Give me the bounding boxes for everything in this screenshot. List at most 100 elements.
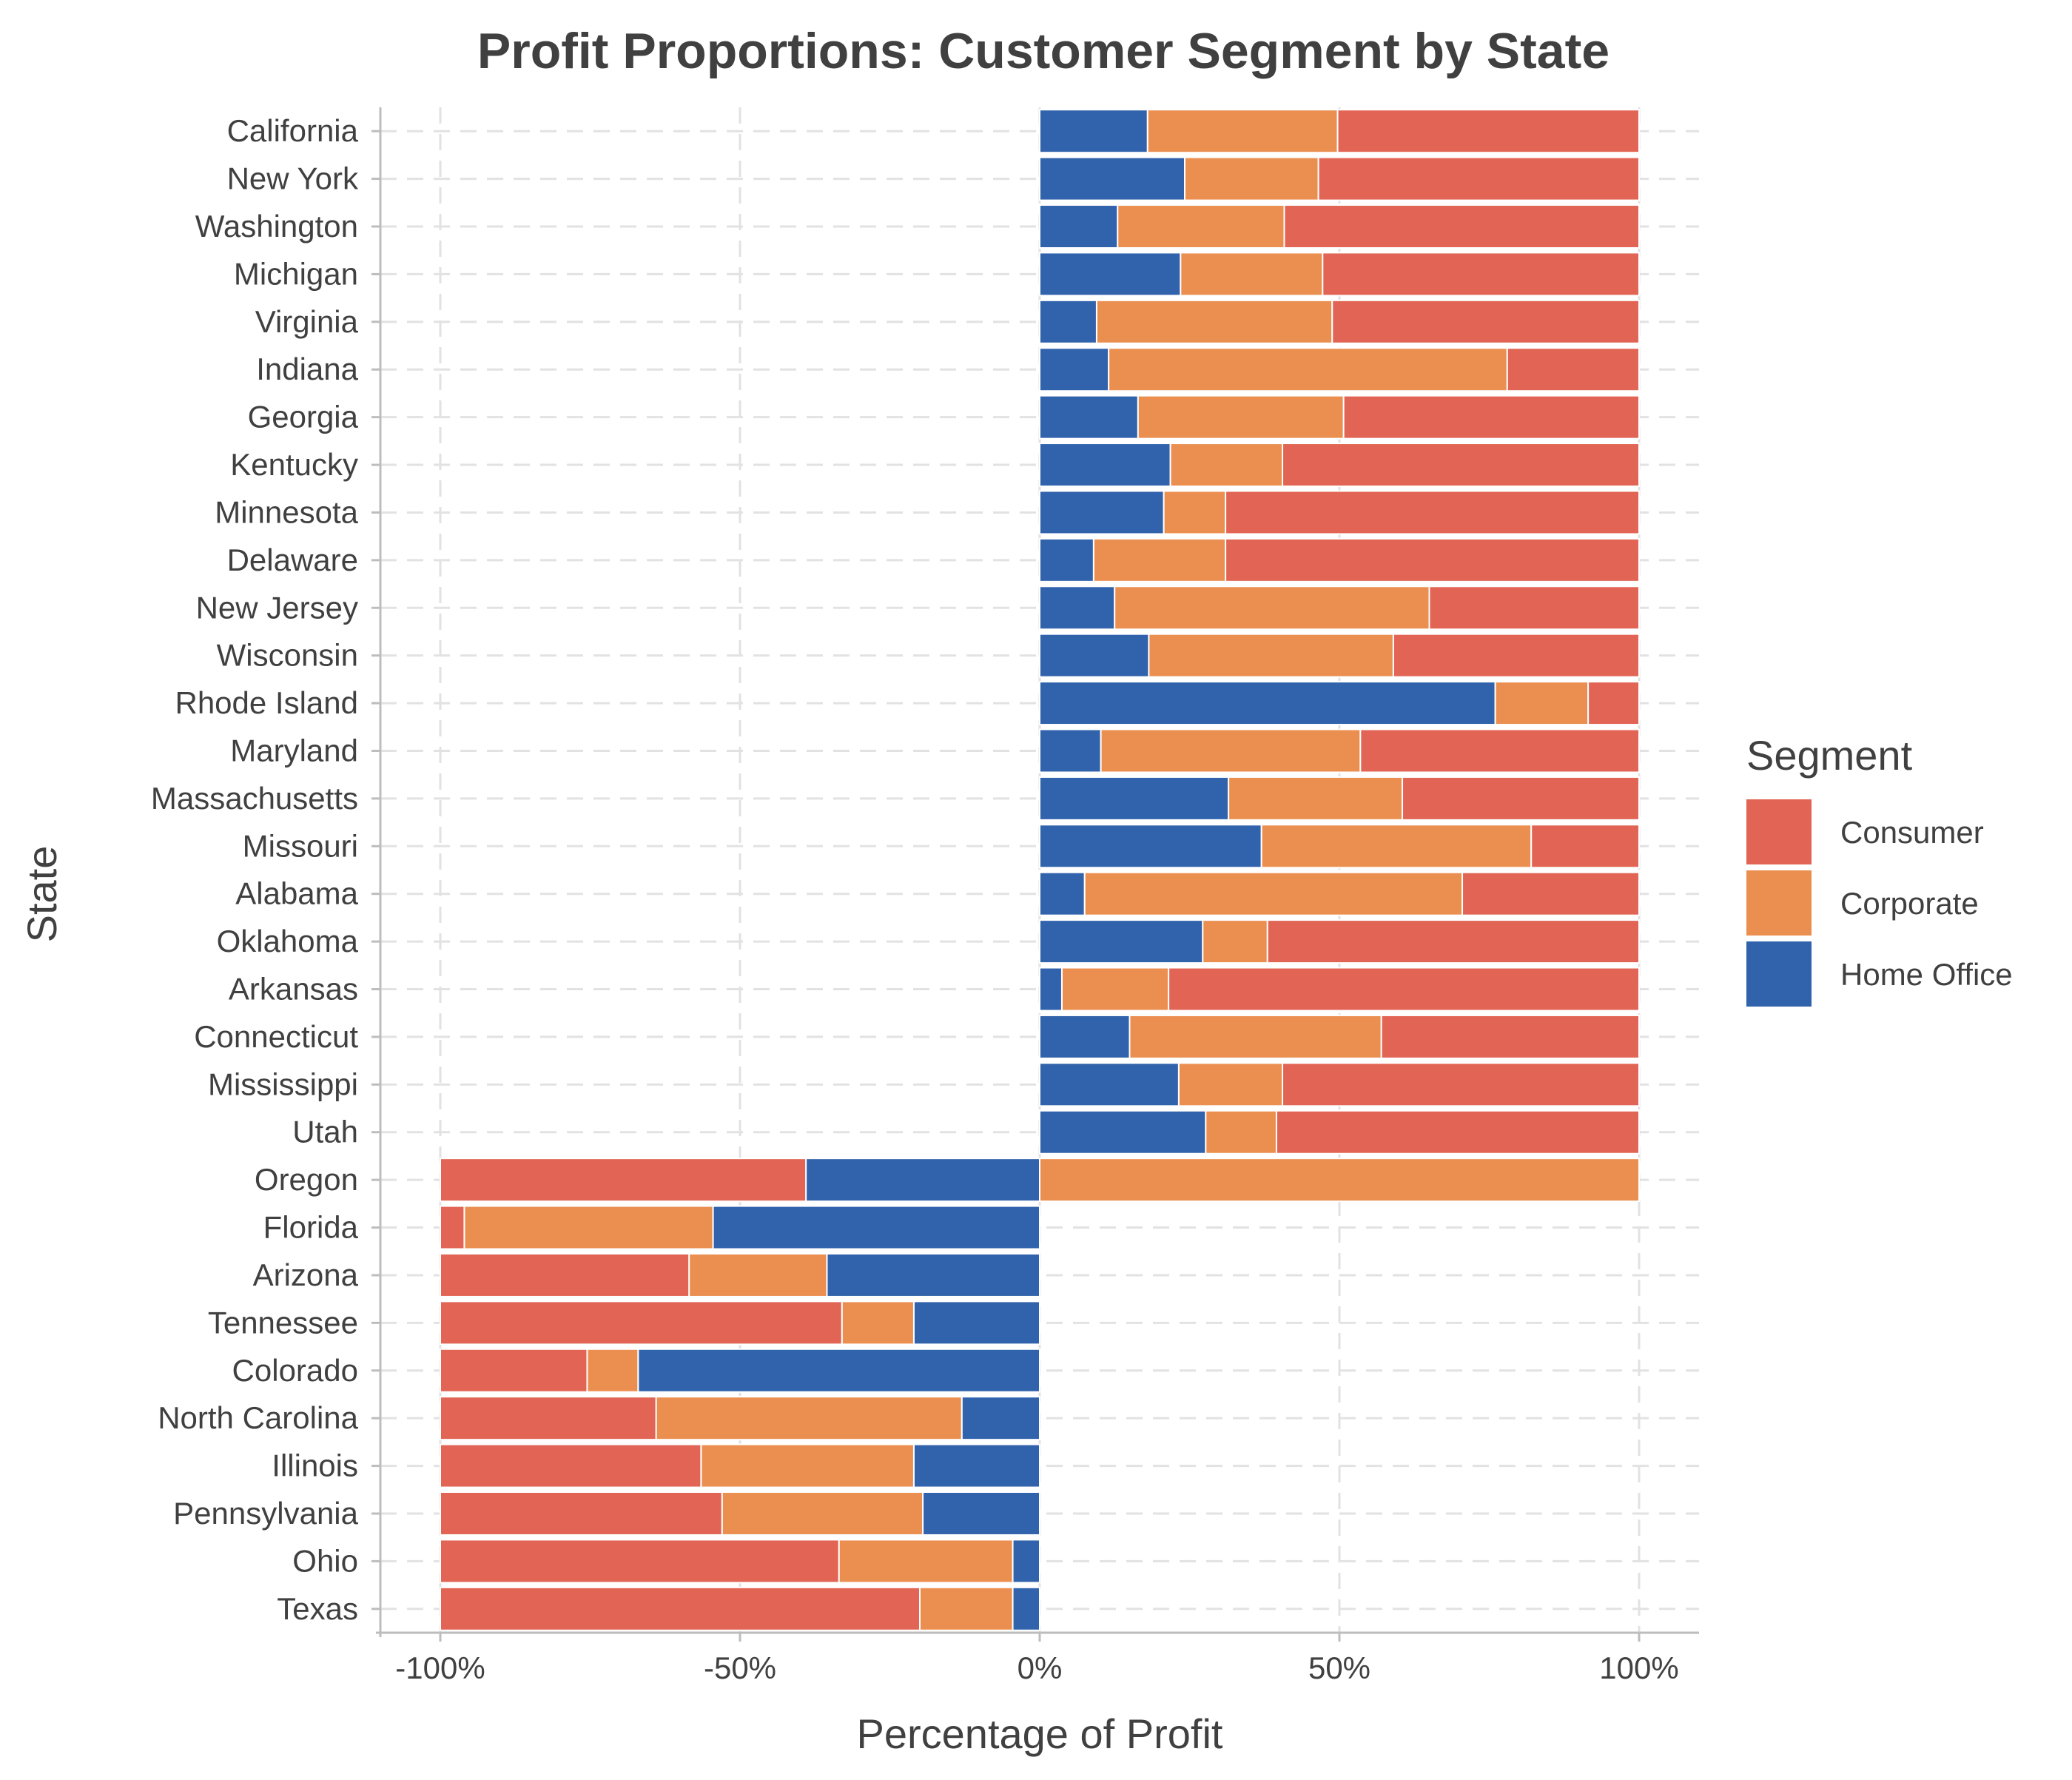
bar-kentucky-home-office [1039, 443, 1171, 488]
legend-title: Segment [1746, 732, 1913, 779]
axes-layer [371, 107, 1699, 1642]
bar-texas-home-office [1012, 1586, 1041, 1631]
y-tick-label: New York [227, 161, 359, 196]
bar-delaware-corporate [1092, 537, 1227, 582]
bar-north-carolina-corporate [655, 1396, 963, 1441]
bar-tennessee-consumer [440, 1300, 843, 1346]
bar-missouri-home-office [1039, 824, 1262, 869]
bar-new-jersey-consumer [1428, 585, 1640, 631]
bar-arizona-corporate [688, 1252, 828, 1297]
bar-wisconsin-consumer [1392, 633, 1641, 678]
bar-arkansas-consumer [1168, 967, 1640, 1012]
bar-ohio-corporate [838, 1539, 1014, 1584]
bar-florida-home-office [712, 1205, 1040, 1250]
y-tick-label: Washington [195, 209, 358, 244]
bar-wisconsin-home-office [1039, 633, 1150, 678]
y-tick-label: Maryland [230, 733, 358, 768]
bar-illinois-consumer [440, 1443, 702, 1488]
x-tick-label: 0% [1018, 1650, 1063, 1685]
bar-georgia-corporate [1137, 394, 1345, 440]
bar-connecticut-consumer [1380, 1014, 1640, 1059]
bar-alabama-consumer [1462, 871, 1641, 916]
legend-label-consumer: Consumer [1840, 815, 1984, 850]
bar-kentucky-consumer [1282, 443, 1641, 488]
bar-maryland-home-office [1039, 728, 1102, 773]
bar-texas-consumer [440, 1586, 921, 1631]
y-tick-label: Virginia [255, 304, 359, 339]
bar-pennsylvania-home-office [922, 1491, 1041, 1536]
y-tick-label: Massachusetts [151, 781, 358, 816]
bar-oregon-corporate [1039, 1158, 1640, 1203]
bar-california-home-office [1039, 109, 1148, 154]
y-tick-label: Illinois [272, 1448, 358, 1483]
bar-delaware-home-office [1039, 537, 1094, 582]
bar-mississippi-home-office [1039, 1062, 1180, 1107]
bar-new-york-corporate [1184, 156, 1319, 201]
bar-utah-consumer [1275, 1109, 1640, 1155]
bar-rhode-island-consumer [1587, 681, 1640, 726]
bar-colorado-home-office [637, 1348, 1040, 1393]
bar-pennsylvania-consumer [440, 1491, 723, 1536]
bar-oklahoma-consumer [1266, 919, 1641, 964]
bar-massachusetts-home-office [1039, 776, 1230, 821]
bar-georgia-consumer [1342, 394, 1641, 440]
y-tick-label: Minnesota [215, 494, 358, 529]
y-tick-label: Alabama [235, 876, 358, 911]
legend-swatch-consumer [1746, 799, 1812, 864]
bar-maryland-corporate [1100, 728, 1362, 773]
bar-minnesota-home-office [1039, 490, 1165, 535]
y-tick-label: Michigan [234, 256, 358, 291]
bar-tennessee-home-office [912, 1300, 1041, 1346]
bar-north-carolina-consumer [440, 1396, 657, 1441]
bar-michigan-consumer [1322, 252, 1640, 297]
y-tick-label: Oregon [255, 1162, 358, 1197]
y-tick-label: Utah [292, 1115, 358, 1149]
legend-swatch-corporate [1746, 870, 1812, 936]
x-tick-label: 100% [1599, 1650, 1678, 1685]
bars-layer [440, 109, 1641, 1631]
bar-michigan-home-office [1039, 252, 1182, 297]
bar-ohio-home-office [1012, 1539, 1041, 1584]
bar-ohio-consumer [440, 1539, 840, 1584]
bar-michigan-corporate [1180, 252, 1324, 297]
x-tick-label: -100% [395, 1650, 485, 1685]
x-tick-label: -50% [704, 1650, 776, 1685]
bar-texas-corporate [919, 1586, 1014, 1631]
bar-virginia-corporate [1095, 299, 1333, 344]
bar-indiana-consumer [1506, 347, 1641, 392]
bar-new-york-consumer [1317, 156, 1641, 201]
bar-new-jersey-corporate [1114, 585, 1430, 631]
bar-utah-home-office [1039, 1109, 1207, 1155]
bar-california-corporate [1146, 109, 1339, 154]
bar-maryland-consumer [1359, 728, 1640, 773]
y-tick-label: Pennsylvania [173, 1496, 358, 1531]
bar-arizona-home-office [826, 1252, 1040, 1297]
bar-kentucky-corporate [1169, 443, 1284, 488]
bar-new-york-home-office [1039, 156, 1186, 201]
bar-florida-corporate [463, 1205, 714, 1250]
bar-oregon-home-office [805, 1158, 1040, 1203]
legend: Segment Consumer Corporate Home Office [1746, 732, 2013, 1007]
bar-oklahoma-corporate [1202, 919, 1268, 964]
y-tick-label: Missouri [243, 828, 358, 863]
bar-washington-consumer [1283, 204, 1640, 249]
y-tick-label: Delaware [227, 543, 358, 577]
y-tick-label: Connecticut [194, 1019, 358, 1054]
bar-connecticut-home-office [1039, 1014, 1131, 1059]
bar-missouri-consumer [1530, 824, 1640, 869]
bar-minnesota-consumer [1225, 490, 1640, 535]
bar-pennsylvania-corporate [721, 1491, 924, 1536]
bar-north-carolina-home-office [961, 1396, 1040, 1441]
bar-indiana-corporate [1108, 347, 1508, 392]
bar-rhode-island-home-office [1039, 681, 1496, 726]
y-axis-title: State [18, 846, 65, 943]
y-tick-label: California [227, 113, 359, 148]
legend-swatch-home-office [1746, 941, 1812, 1007]
y-tick-label: Rhode Island [175, 685, 358, 720]
bar-arizona-consumer [440, 1252, 690, 1297]
bar-wisconsin-corporate [1148, 633, 1394, 678]
bar-mississippi-corporate [1177, 1062, 1284, 1107]
bar-mississippi-consumer [1282, 1062, 1641, 1107]
